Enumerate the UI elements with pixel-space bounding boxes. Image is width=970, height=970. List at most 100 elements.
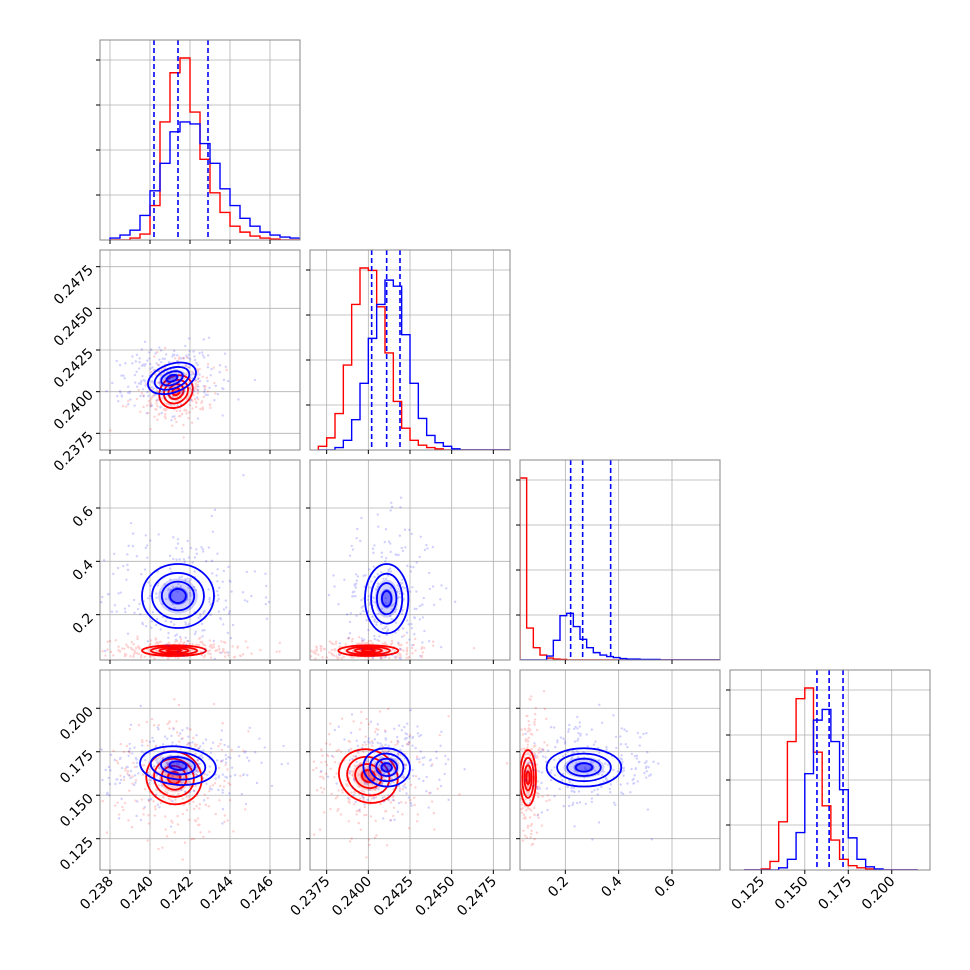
scatter-point-blue [382, 800, 386, 803]
scatter-point-blue [644, 776, 648, 779]
scatter-point-blue [139, 381, 143, 384]
scatter-point-red [384, 810, 387, 813]
scatter-point-blue [376, 733, 379, 736]
contour-blue-level-2 [368, 752, 405, 783]
scatter-point-red [332, 755, 335, 759]
scatter-point-red [535, 831, 539, 834]
scatter-point-blue [412, 565, 415, 569]
scatter-point-red [420, 645, 424, 649]
scatter-point-blue [573, 727, 576, 731]
scatter-point-blue [561, 772, 565, 776]
scatter-point-red [408, 734, 412, 737]
scatter-point-blue [423, 548, 427, 552]
scatter-point-blue [399, 657, 402, 660]
scatter-point-blue [164, 396, 167, 399]
scatter-point-red [104, 654, 107, 657]
x-tick-label: 0.238 [77, 874, 117, 914]
scatter-point-blue [354, 573, 358, 576]
scatter-point-blue [159, 349, 163, 352]
scatter-point-blue [584, 802, 587, 806]
scatter-point-blue [160, 784, 163, 787]
scatter-point-blue [270, 784, 274, 788]
scatter-point-blue [147, 798, 150, 801]
scatter-point-red [325, 656, 329, 659]
scatter-point-red [527, 760, 531, 763]
scatter-point-blue [163, 735, 167, 738]
scatter-point-red [145, 720, 148, 724]
scatter-point-blue [411, 585, 414, 589]
scatter-point-blue [192, 789, 196, 793]
scatter-point-red [121, 404, 125, 408]
scatter-point-blue [536, 814, 539, 817]
scatter-point-red [159, 801, 163, 805]
scatter-point-red [347, 637, 350, 640]
scatter-point-red [348, 740, 352, 743]
scatter-point-blue [149, 348, 153, 351]
scatter-point-blue [167, 636, 170, 639]
scatter-point-blue [363, 803, 366, 806]
scatter-point-blue [120, 394, 123, 397]
histogram-content [109, 40, 300, 240]
scatter-point-blue [193, 570, 196, 573]
scatter-point-blue [167, 644, 170, 648]
scatter-point-blue [326, 775, 330, 778]
scatter-point-blue [105, 792, 109, 796]
scatter-point-red [199, 831, 202, 834]
scatter-point-blue [221, 414, 224, 417]
scatter-point-red [195, 805, 198, 808]
scatter-point-red [167, 721, 171, 724]
scatter-point-blue [387, 768, 390, 771]
scatter-point-blue [404, 736, 407, 740]
scatter-point-red [329, 767, 332, 770]
scatter-point-blue [590, 790, 594, 794]
scatter-point-red [214, 812, 217, 816]
scatter-point-red [194, 400, 198, 404]
scatter-point-blue [246, 774, 249, 777]
scatter-point-blue [158, 358, 161, 361]
scatter-point-blue [153, 764, 156, 768]
scatter-point-blue [144, 363, 147, 366]
scatter-point-red [232, 830, 235, 833]
scatter-point-red [350, 837, 353, 840]
scatter-point-blue [188, 741, 192, 745]
scatter-point-blue [431, 545, 435, 549]
scatter-point-red [360, 789, 364, 792]
scatter-point-blue [387, 570, 391, 573]
scatter-point-blue [401, 744, 404, 748]
scatter-point-blue [404, 786, 407, 789]
scatter-point-blue [126, 553, 129, 556]
scatter-point-blue [396, 584, 399, 587]
scatter-point-blue [351, 757, 354, 761]
scatter-point-red [123, 647, 126, 650]
scatter-point-blue [193, 358, 197, 362]
scatter-point-blue [371, 595, 374, 599]
scatter-point-red [334, 640, 338, 643]
scatter-point-blue [435, 756, 438, 760]
scatter-point-red [113, 804, 117, 807]
scatter-point-blue [206, 773, 209, 777]
scatter-point-red [356, 751, 360, 754]
scatter-point-red [314, 657, 317, 660]
scatter-point-red [387, 707, 390, 711]
scatter-point-red [398, 654, 401, 657]
scatter-point-blue [229, 580, 232, 583]
scatter-point-blue [410, 622, 413, 626]
scatter-point-red [361, 743, 365, 747]
scatter-point-blue [418, 604, 422, 608]
scatter-point-red [315, 766, 318, 770]
scatter-point-red [176, 761, 179, 765]
scatter-point-red [541, 795, 544, 798]
scatter-point-blue [388, 567, 392, 570]
scatter-point-blue [206, 393, 209, 397]
scatter-point-blue [182, 654, 185, 658]
scatter-point-red [141, 773, 145, 776]
scatter-point-red [533, 723, 536, 726]
scatter-point-red [228, 798, 232, 802]
contour-red-level-1 [520, 749, 537, 807]
scatter-point-blue [140, 348, 144, 351]
scatter-point-blue [152, 387, 155, 390]
scatter-point-blue [216, 594, 220, 597]
scatter-point-blue [148, 751, 151, 755]
scatter-point-blue [394, 757, 397, 761]
